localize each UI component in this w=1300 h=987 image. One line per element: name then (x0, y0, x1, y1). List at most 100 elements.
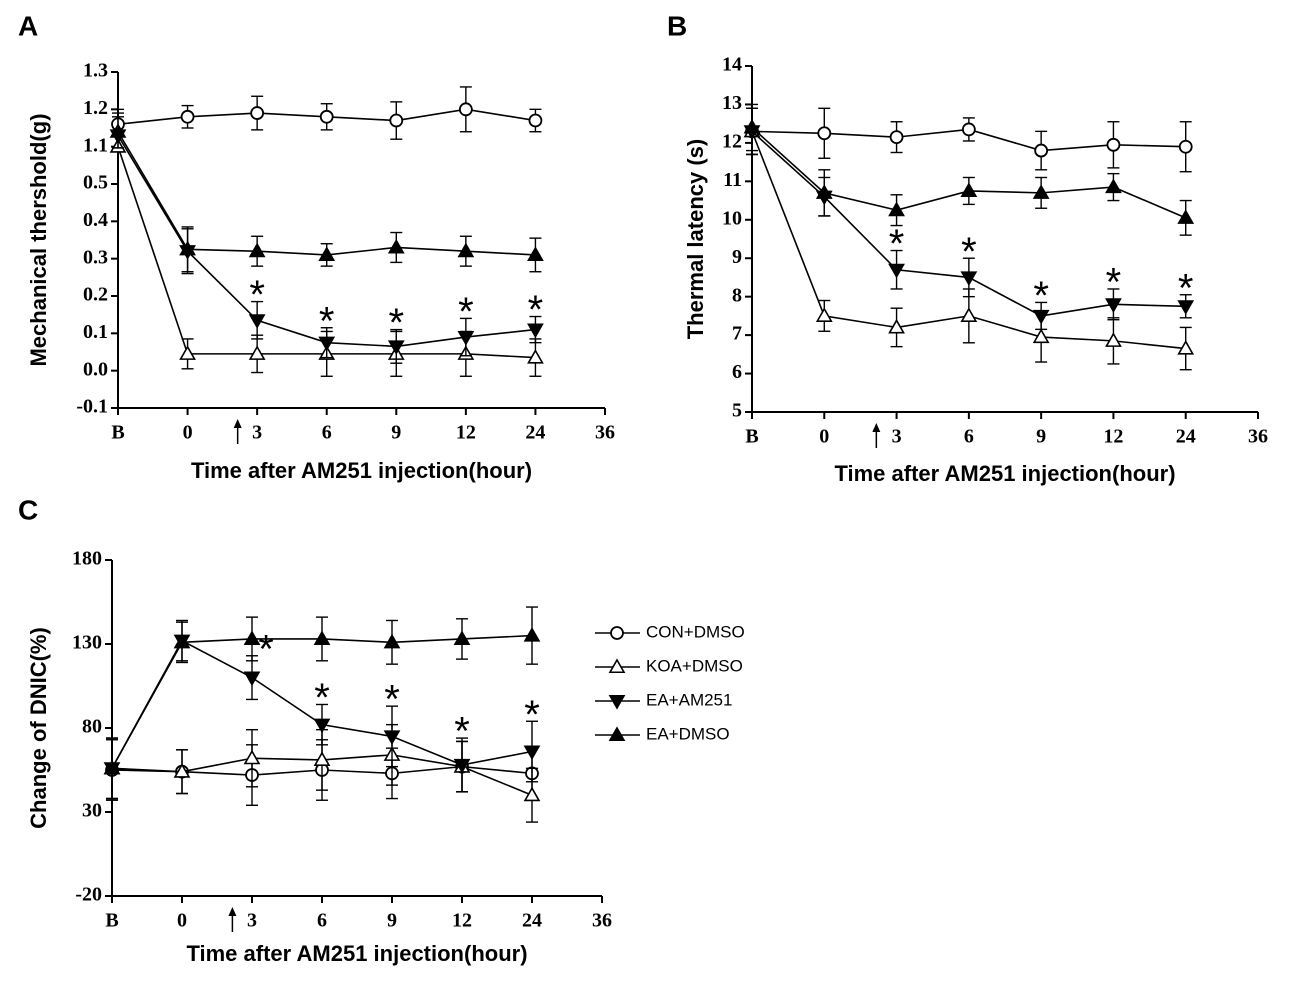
y-tick-label: 12 (722, 130, 742, 152)
data-point (889, 130, 904, 145)
y-tick-label: 0.0 (83, 358, 108, 380)
y-tick-label: 8 (732, 284, 742, 306)
legend-label: EA+AM251 (646, 690, 732, 709)
data-point (523, 745, 541, 761)
data-point (961, 122, 976, 137)
y-tick-label: 0.5 (83, 172, 108, 194)
y-tick-label: 10 (722, 207, 742, 229)
arrow-head (872, 423, 881, 432)
data-point (888, 263, 905, 279)
data-point (248, 242, 266, 258)
data-point (1032, 309, 1050, 325)
y-tick-label: 0.3 (83, 246, 108, 268)
data-point (1105, 298, 1122, 313)
data-point (888, 318, 905, 334)
x-tick-label: 3 (892, 426, 902, 448)
series-line (117, 131, 536, 256)
data-point (243, 671, 261, 687)
x-tick-label: 6 (964, 426, 974, 448)
x-axis-label: Time after AM251 injection(hour) (186, 941, 527, 966)
data-point (319, 109, 334, 124)
y-tick-label: 80 (82, 716, 102, 738)
legend-label: EA+DMSO (646, 724, 730, 743)
legend-label: KOA+DMSO (646, 656, 743, 675)
data-point (1106, 137, 1121, 152)
x-axis-label: Time after AM251 injection(hour) (191, 458, 532, 483)
x-tick-label: B (105, 910, 118, 932)
y-tick-label: 9 (732, 246, 742, 268)
y-tick-label: 7 (732, 323, 742, 345)
x-tick-label: 9 (387, 910, 397, 932)
y-tick-label: 13 (722, 92, 742, 114)
data-point (313, 718, 331, 734)
data-point (313, 630, 331, 646)
y-tick-label: 14 (722, 54, 742, 76)
data-point (960, 182, 978, 197)
data-point (173, 633, 191, 649)
data-point (1177, 339, 1195, 355)
significance-mark: * (889, 222, 905, 266)
x-tick-label: B (745, 426, 758, 448)
y-tick-label: 30 (82, 800, 102, 822)
legend-marker (608, 726, 626, 742)
data-point (318, 336, 336, 352)
data-point (313, 751, 331, 766)
x-tick-label: 12 (452, 910, 472, 932)
significance-mark: * (528, 288, 544, 332)
y-tick-label: 5 (732, 400, 742, 422)
x-tick-label: 6 (322, 422, 332, 444)
significance-mark: * (314, 676, 330, 720)
data-point (527, 246, 544, 261)
data-point (457, 331, 475, 346)
arrow-head (228, 907, 237, 916)
data-point (383, 730, 401, 746)
data-point (888, 201, 905, 217)
data-point (1105, 178, 1122, 194)
data-point (103, 759, 121, 775)
y-tick-label: 0.4 (83, 209, 108, 231)
data-point (743, 118, 761, 134)
legend-marker (608, 694, 626, 710)
significance-mark: * (458, 290, 474, 334)
data-point (109, 123, 127, 138)
data-point (1032, 328, 1050, 344)
data-point (250, 106, 265, 120)
data-point (817, 126, 832, 141)
x-tick-label: 24 (522, 910, 542, 932)
y-tick-label: 180 (72, 548, 102, 570)
arrow-head (233, 419, 242, 428)
significance-mark: * (1178, 266, 1194, 310)
data-point (387, 238, 405, 254)
data-point (960, 271, 978, 287)
data-point (527, 323, 544, 339)
data-point (458, 102, 473, 117)
data-point (1177, 300, 1195, 315)
legend-marker (610, 626, 624, 640)
data-point (248, 345, 266, 360)
significance-mark: * (524, 693, 540, 737)
x-axis-label: Time after AM251 injection(hour) (834, 461, 1175, 486)
data-point (1032, 184, 1050, 199)
x-tick-label: 36 (592, 910, 612, 932)
x-tick-label: B (111, 422, 124, 444)
panel-label: C (18, 494, 38, 525)
significance-mark: * (384, 678, 400, 722)
data-point (1178, 139, 1193, 154)
data-point (383, 633, 401, 649)
data-point (457, 242, 475, 258)
data-point (453, 630, 471, 646)
x-tick-label: 12 (1103, 426, 1123, 448)
data-point (815, 184, 833, 199)
y-axis-label: Change of DNIC(%) (26, 627, 51, 829)
data-point (1105, 332, 1122, 347)
panel-label: B (667, 10, 687, 41)
panel-label: A (18, 10, 38, 41)
y-tick-label: 6 (732, 361, 742, 383)
y-axis-label: Mechanical thershold(g) (26, 113, 51, 366)
data-point (1177, 209, 1195, 224)
x-tick-label: 9 (391, 422, 401, 444)
legend-label: CON+DMSO (646, 622, 745, 641)
y-tick-label: 130 (72, 632, 102, 654)
data-point (318, 246, 336, 261)
